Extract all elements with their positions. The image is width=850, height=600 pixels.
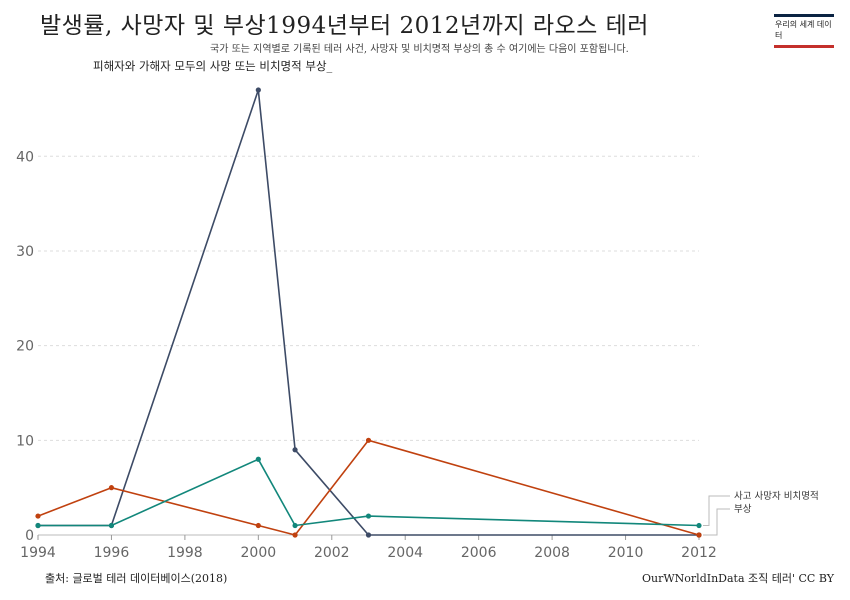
- x-tick-label: 2012: [681, 545, 717, 561]
- legend-connector: [703, 495, 730, 527]
- data-point[interactable]: [255, 87, 261, 93]
- x-tick-label: 2008: [534, 545, 570, 561]
- logo-bottom-bar: [774, 45, 834, 48]
- data-point[interactable]: [35, 522, 41, 529]
- data-point[interactable]: [108, 522, 115, 529]
- series-line-1[interactable]: [37, 439, 700, 536]
- license-credit[interactable]: OurWNorldInData 조직 테러' CC BY: [642, 572, 834, 585]
- x-tick-label: 1996: [94, 545, 130, 561]
- legend-label[interactable]: 부상: [734, 504, 752, 515]
- data-point[interactable]: [365, 437, 372, 443]
- logo-top-bar: [774, 14, 834, 17]
- data-point[interactable]: [292, 532, 298, 538]
- x-tick-label: 2004: [387, 545, 423, 561]
- x-tick-label: 2000: [241, 545, 277, 561]
- chart-title: 발생률, 사망자 및 부상1994년부터 2012년까지 라오스 테러: [40, 13, 649, 39]
- x-tick-label: 1994: [20, 545, 56, 561]
- data-point[interactable]: [35, 513, 41, 519]
- data-point[interactable]: [365, 532, 372, 538]
- data-point[interactable]: [365, 513, 372, 519]
- y-tick-label: 40: [16, 149, 34, 165]
- x-tick-label: 2006: [461, 545, 497, 561]
- y-axis: 0 10 20 30 40: [16, 149, 34, 544]
- y-tick-label: 20: [16, 339, 34, 355]
- x-tick-label: 2002: [314, 545, 350, 561]
- y-tick-label: 0: [25, 528, 34, 544]
- chart-note: 피해자와 가해자 모두의 사망 또는 비치명적 부상_: [93, 59, 333, 73]
- legend-connector: [703, 508, 730, 536]
- x-tick-label: 1998: [167, 545, 203, 561]
- series-line-2[interactable]: [38, 458, 700, 527]
- x-axis: 1994 1996 1998 2000 2002 2004 2006 2008 2010 2012: [20, 535, 717, 561]
- source-credit[interactable]: 출처: 글로벌 테러 데이터베이스(2018): [45, 572, 228, 585]
- chart-subtitle: 국가 또는 지역별로 기록된 테러 사건, 사망자 및 비치명적 부상의 총 수…: [210, 44, 629, 55]
- data-point[interactable]: [255, 522, 261, 529]
- data-point[interactable]: [292, 522, 298, 529]
- owid-logo[interactable]: 우리의 세계 데이터: [774, 14, 834, 48]
- y-tick-label: 30: [16, 244, 34, 260]
- data-point[interactable]: [108, 485, 115, 491]
- data-point[interactable]: [255, 456, 261, 462]
- data-point[interactable]: [292, 447, 298, 453]
- grid-lines: [38, 155, 699, 536]
- y-tick-label: 10: [16, 433, 34, 449]
- data-point[interactable]: [696, 532, 702, 538]
- legend-label[interactable]: 사고 사망자 비치명적: [734, 490, 819, 502]
- x-tick-label: 2010: [608, 545, 644, 561]
- data-point[interactable]: [696, 522, 702, 529]
- series-group: [35, 87, 702, 538]
- logo-text: 우리의 세계 데이터: [775, 20, 832, 40]
